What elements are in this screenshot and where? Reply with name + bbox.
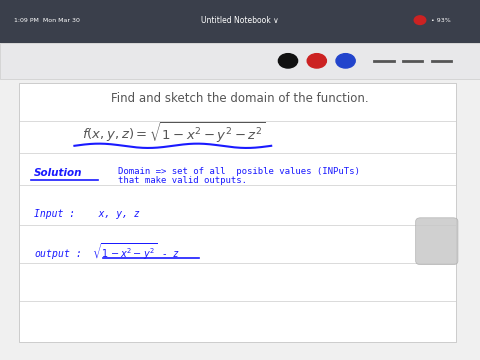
Text: • 93%: • 93% (432, 18, 451, 23)
Circle shape (336, 54, 355, 68)
FancyBboxPatch shape (0, 0, 480, 43)
Text: Find and sketch the domain of the function.: Find and sketch the domain of the functi… (111, 93, 369, 105)
Text: Domain => set of all  posible values (INPuTs): Domain => set of all posible values (INP… (118, 167, 360, 176)
Text: output :  $\sqrt{1-x^2-y^2}$ - z: output : $\sqrt{1-x^2-y^2}$ - z (34, 242, 180, 262)
Text: 1:09 PM  Mon Mar 30: 1:09 PM Mon Mar 30 (14, 18, 80, 23)
Circle shape (414, 16, 426, 24)
Text: $f(x, y, z) = \sqrt{1-x^2-y^2-z^2}$: $f(x, y, z) = \sqrt{1-x^2-y^2-z^2}$ (82, 121, 265, 145)
Circle shape (278, 54, 298, 68)
Text: that make valid outputs.: that make valid outputs. (118, 176, 247, 185)
FancyBboxPatch shape (19, 83, 456, 342)
Text: Solution: Solution (34, 168, 82, 178)
Text: Input :    x, y, z: Input : x, y, z (34, 209, 139, 219)
Circle shape (307, 54, 326, 68)
FancyBboxPatch shape (416, 218, 458, 265)
FancyBboxPatch shape (0, 43, 480, 79)
Text: Untitled Notebook ∨: Untitled Notebook ∨ (201, 16, 279, 25)
